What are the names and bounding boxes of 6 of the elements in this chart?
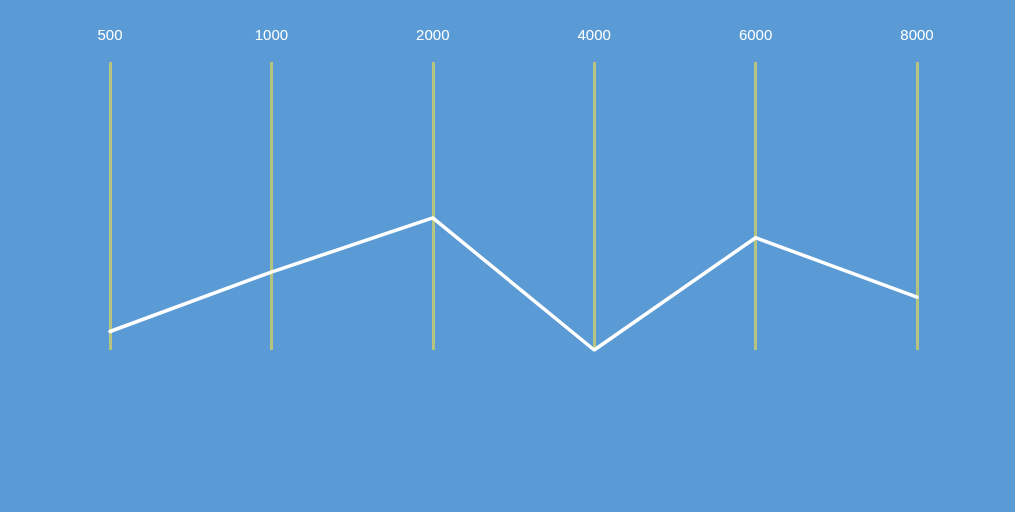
x-tick-label: 6000 xyxy=(738,26,773,43)
x-tick-label: 8000 xyxy=(900,26,934,43)
x-tick-label: 500 xyxy=(97,26,123,43)
x-tick-label: 4000 xyxy=(577,26,611,43)
x-tick-label: 1000 xyxy=(254,26,289,43)
x-tick-label: 2000 xyxy=(416,26,450,43)
